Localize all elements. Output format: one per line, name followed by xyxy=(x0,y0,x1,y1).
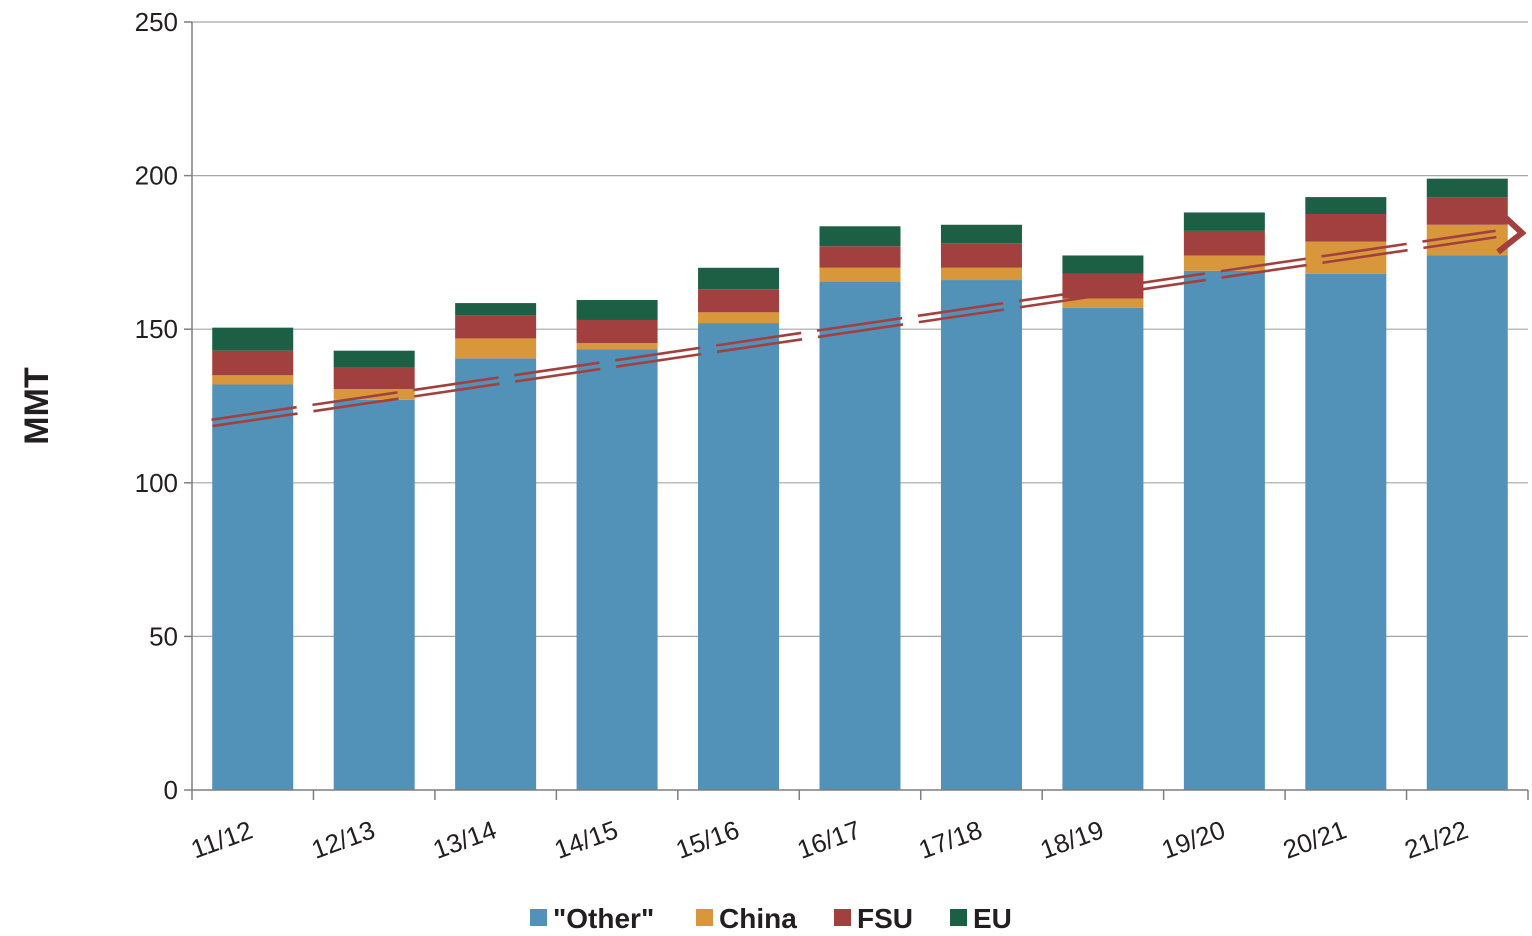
x-tick-label: 17/18 xyxy=(915,814,986,864)
y-tick-label: 100 xyxy=(135,468,178,498)
x-tick-label: 11/12 xyxy=(187,815,257,865)
bar-segment-eu xyxy=(333,350,415,368)
bar-segment-other xyxy=(1426,255,1508,791)
bar-segment-eu xyxy=(455,303,537,316)
y-tick-label: 250 xyxy=(135,7,178,37)
legend-item: EU xyxy=(950,903,1012,934)
bar-segment-fsu xyxy=(333,367,415,390)
bar-segment-fsu xyxy=(455,315,537,339)
bar-segment-other xyxy=(1062,307,1144,790)
bar-segment-eu xyxy=(1183,212,1265,231)
y-tick-label: 200 xyxy=(135,161,178,191)
y-tick-label: 50 xyxy=(149,621,178,651)
bar-segment-fsu xyxy=(1183,230,1265,256)
legend-swatch xyxy=(696,909,713,926)
bar-segment-fsu xyxy=(212,350,294,376)
bar-segment-eu xyxy=(698,267,780,290)
bar-segment-china xyxy=(1183,255,1265,271)
bar-segment-china xyxy=(455,338,537,359)
x-tick-label: 12/13 xyxy=(307,814,378,864)
bar-segment-other xyxy=(212,384,294,790)
bar-segment-eu xyxy=(1062,255,1144,274)
bar-segment-china xyxy=(940,267,1022,281)
bar-segment-fsu xyxy=(698,289,780,313)
bar-segment-china xyxy=(698,312,780,324)
legend-item: China xyxy=(696,903,797,934)
bar-segment-fsu xyxy=(940,243,1022,268)
x-tick-label: 15/16 xyxy=(672,814,743,864)
legend-item: "Other" xyxy=(530,903,654,934)
bar-segment-fsu xyxy=(576,319,658,344)
bar-segment-china xyxy=(1062,298,1144,308)
legend-label: "Other" xyxy=(553,903,654,934)
legend: "Other" China FSU EU xyxy=(530,903,1012,934)
x-tick-label: 13/14 xyxy=(429,814,500,864)
trend-line xyxy=(211,204,1527,428)
y-tick-label: 150 xyxy=(135,314,178,344)
bar-segment-other xyxy=(333,399,415,790)
x-tick-label: 19/20 xyxy=(1158,814,1229,864)
bar-segment-other xyxy=(819,281,901,790)
bar-segment-eu xyxy=(576,300,658,320)
bar-segment-other xyxy=(940,280,1022,790)
trend-arrow-head xyxy=(1491,204,1527,255)
bar-segment-china xyxy=(333,389,415,400)
bar-segment-other xyxy=(455,358,537,790)
bar-segment-eu xyxy=(1305,197,1387,214)
bar-segment-fsu xyxy=(1305,214,1387,242)
x-tick-label: 14/15 xyxy=(550,814,621,864)
bar-segment-eu xyxy=(940,224,1022,244)
bar-segment-eu xyxy=(212,327,294,351)
bar-segment-china xyxy=(576,343,658,350)
y-axis-label: MMT xyxy=(18,367,56,445)
bar-segment-other xyxy=(1305,273,1387,790)
bar-segment-china xyxy=(212,375,294,385)
bar-segment-other xyxy=(698,323,780,790)
legend-swatch xyxy=(950,909,967,926)
legend-swatch xyxy=(530,909,547,926)
bar-segment-other xyxy=(1183,270,1265,790)
x-tick-label: 20/21 xyxy=(1279,814,1350,864)
x-tick-label: 18/19 xyxy=(1036,814,1107,864)
bar-segment-china xyxy=(819,267,901,282)
x-tick-label: 21/22 xyxy=(1400,814,1471,864)
bar-segment-eu xyxy=(1426,178,1508,198)
legend-label: FSU xyxy=(857,903,913,934)
trend-line-stroke xyxy=(211,229,1496,422)
bar-segment-other xyxy=(576,349,658,790)
legend-label: EU xyxy=(973,903,1012,934)
bar-segment-fsu xyxy=(819,246,901,268)
bar-segment-eu xyxy=(819,226,901,247)
y-tick-label: 0 xyxy=(164,775,178,805)
legend-item: FSU xyxy=(834,903,913,934)
trend-line-stroke xyxy=(212,235,1497,428)
bars xyxy=(212,178,1508,791)
legend-swatch xyxy=(834,909,851,926)
legend-label: China xyxy=(719,903,797,934)
x-tick-label: 16/17 xyxy=(793,814,864,864)
bar-segment-china xyxy=(1305,241,1387,274)
